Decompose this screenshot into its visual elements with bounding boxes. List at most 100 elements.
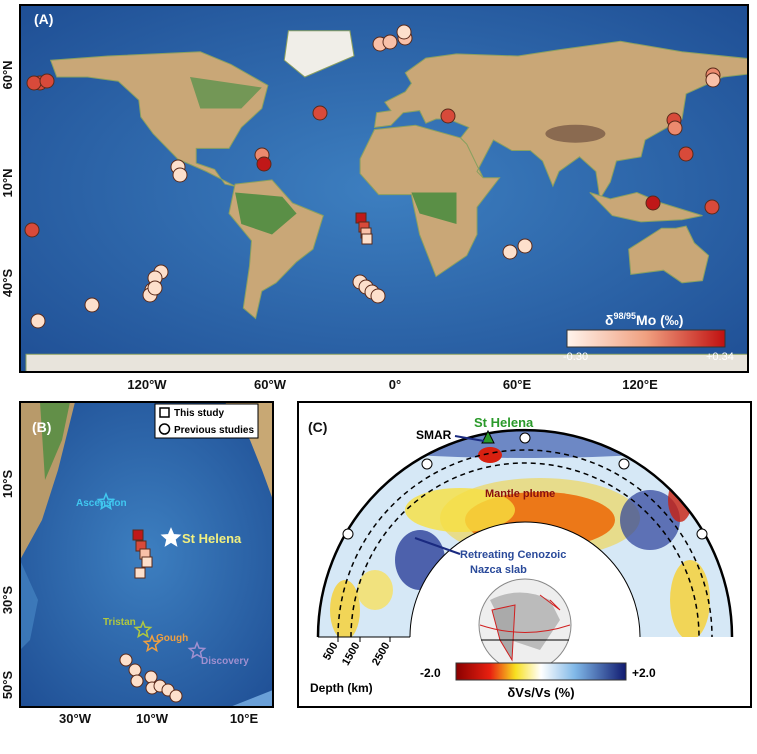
superscript: 98/95	[614, 311, 637, 321]
sample-site	[256, 156, 272, 172]
sample-circle	[119, 653, 133, 667]
place-label: Ascension	[76, 498, 127, 509]
sample-site-square	[361, 233, 373, 245]
sample-square	[141, 556, 153, 568]
sample-site	[30, 313, 46, 329]
sample-site	[147, 280, 163, 296]
landmass	[373, 40, 748, 201]
legend	[154, 403, 259, 439]
surface-marker	[696, 528, 708, 540]
sample-site	[704, 199, 720, 215]
star	[187, 641, 207, 660]
st-helena-marker	[481, 429, 495, 444]
y-axis-label: 10°N	[0, 168, 15, 197]
y-axis-label: 50°S	[0, 671, 15, 700]
vegetation	[190, 77, 262, 109]
legend-label: Previous studies	[174, 425, 254, 436]
tibet	[545, 124, 606, 143]
samples	[96, 492, 207, 703]
colorbar-title: δ98/95Mo (‰)	[605, 311, 683, 328]
cmb	[409, 521, 641, 638]
x-axis-label: 60°E	[503, 377, 532, 392]
sample-site	[667, 120, 683, 136]
place-label: St Helena	[182, 531, 242, 546]
sample-square	[134, 567, 146, 579]
x-axis-label: 10°W	[136, 711, 169, 726]
place-label: Gough	[156, 633, 188, 644]
sample-circle	[130, 674, 144, 688]
landmass	[589, 191, 703, 223]
frame	[19, 401, 274, 708]
sample-site	[678, 146, 694, 162]
sample-site	[705, 72, 721, 88]
sample-site	[440, 108, 456, 124]
sample-site	[39, 73, 55, 89]
panel-label: (C)	[308, 419, 327, 435]
depth-title: Depth (km)	[310, 681, 373, 695]
sample-sites	[24, 24, 721, 329]
frame	[19, 4, 749, 373]
sample-site	[24, 222, 40, 238]
pointer	[414, 537, 461, 555]
y-axis-label: 40°S	[0, 269, 15, 298]
continents	[25, 30, 748, 372]
sample-site	[26, 75, 42, 91]
sample-circle	[169, 689, 183, 703]
y-axis-label: 30°S	[0, 586, 15, 615]
annotation: Mantle plume	[485, 488, 555, 500]
annotation: SMAR	[416, 428, 452, 442]
colorbar	[566, 329, 726, 348]
x-axis-label: 120°W	[127, 377, 167, 392]
panel-label: (B)	[32, 419, 51, 435]
axis-labels: 30°W 10°W 10°E 10°S 30°S 50°S	[0, 470, 258, 726]
axis-labels: 120°W 60°W 0° 60°E 120°E 60°N 10°N 40°S	[0, 60, 658, 392]
vegetation	[411, 192, 457, 224]
x-axis-label: 60°W	[254, 377, 287, 392]
sample-site	[382, 34, 398, 50]
panel-a: (A) δ98/95Mo (‰) -0.30 +0.34 120°W 60°W 0°…	[0, 4, 749, 392]
sample-site	[502, 244, 518, 260]
legend-circle	[158, 423, 171, 435]
legend-square	[159, 407, 170, 418]
place-label: Discovery	[201, 656, 249, 667]
sample-site	[517, 238, 533, 254]
surface-marker	[421, 458, 433, 470]
surface-markers	[342, 432, 708, 540]
panel-c: (C) SMAR St Helena Mantle plume Retreati…	[297, 401, 752, 708]
x-axis-label: 30°W	[59, 711, 92, 726]
unit: Mo (‰)	[636, 312, 683, 328]
sample-circle	[128, 663, 142, 677]
colorbar-min: -0.30	[563, 351, 588, 363]
place-label: Tristan	[103, 617, 136, 628]
colorbar	[455, 662, 627, 681]
surface-marker	[618, 458, 630, 470]
star-filled	[160, 527, 182, 547]
y-axis-label: 60°N	[0, 60, 15, 89]
surface	[316, 428, 734, 638]
pointer	[454, 435, 485, 442]
sample-site	[312, 105, 328, 121]
landmass	[25, 353, 748, 372]
annotation: Retreating Cenozoic	[460, 549, 566, 561]
sample-site	[84, 297, 100, 313]
surface-marker	[519, 432, 531, 444]
sample-site	[370, 288, 386, 304]
x-axis-label: 10°E	[230, 711, 259, 726]
landmass	[628, 225, 710, 284]
discontinuity	[337, 449, 713, 638]
x-axis-label: 120°E	[622, 377, 658, 392]
panel-b: This study Previous studies (B) Ascensio…	[0, 401, 274, 726]
sample-site	[396, 24, 412, 40]
sample-circle	[144, 670, 158, 684]
star	[142, 634, 162, 653]
land	[20, 402, 273, 707]
surface-marker	[342, 528, 354, 540]
colorbar-max: +2.0	[632, 666, 656, 680]
landmass	[283, 30, 355, 78]
y-axis-label: 10°S	[0, 470, 15, 499]
colorbar-title: δVs/Vs (%)	[507, 685, 574, 700]
panel-label: (A)	[34, 11, 53, 27]
sample-site	[172, 167, 188, 183]
star	[133, 620, 153, 639]
annotation: St Helena	[474, 415, 534, 430]
